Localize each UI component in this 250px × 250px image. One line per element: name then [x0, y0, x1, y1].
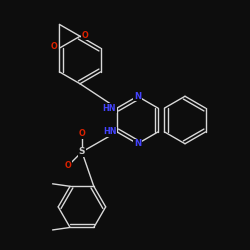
Text: N: N	[134, 92, 141, 101]
Text: HN: HN	[103, 104, 116, 112]
Text: HN: HN	[103, 128, 117, 136]
Text: O: O	[51, 42, 58, 51]
Text: S: S	[79, 147, 85, 156]
Text: O: O	[65, 161, 71, 170]
Text: N: N	[134, 139, 141, 148]
Text: O: O	[78, 130, 85, 138]
Text: O: O	[82, 30, 88, 40]
